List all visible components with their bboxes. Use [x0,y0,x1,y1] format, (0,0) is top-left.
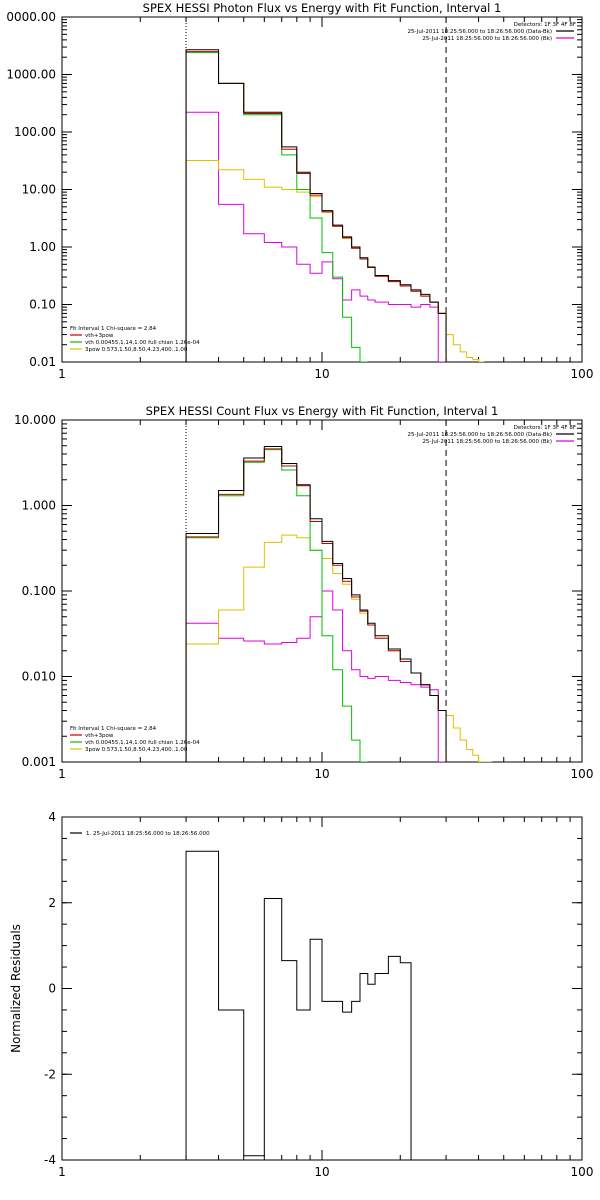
chart-panel-3: 1 10 100 -4 -2 0 2 4 Normalized Residuals 1. 25-J… [9,810,593,1179]
x-tick-label: 10 [314,367,329,381]
chart-panel-1: SPEX HESSI Photon Flux vs Energy with Fi… [6,1,593,381]
x-tick-label: 100 [571,367,594,381]
series-group [185,445,492,762]
x-tick-label: 1 [58,1165,66,1179]
legend-entry-text: 25-Jul-2011 18:25:56.000 to 18:26:56.000… [422,36,552,42]
chart-panel-2: SPEX HESSI Count Flux vs Energy with Fit… [14,404,593,781]
x-tick-label: 10 [314,1165,329,1179]
y-tick-label: 0.100 [22,584,56,598]
x-tick-label: 100 [571,767,594,781]
fit-legend-text: vth+3pow [85,333,114,339]
y-tick-label: 100.00 [14,125,56,139]
fit-legend-text: vth+3pow [85,733,114,739]
detectors-label: Detectors: 1F 3F 4F 8F [514,22,576,28]
y-tick-label: 1.000 [22,499,56,513]
y-tick-label: 10.00 [22,183,56,197]
series-3pow-line [185,159,485,362]
legend-entry-text: 25-Jul-2011 18:25:56.000 to 18:26:56.000… [422,439,552,445]
y-tick-label: 10.000 [14,413,56,427]
x-axis: 1 10 100 [58,817,593,1179]
fit-legend-text: vth 0.00455,1.14,1.00 full chian 1.26e-0… [85,740,200,746]
legend-entry-text: 25-Jul-2011 18:25:56.000 to 18:26:56.000… [408,432,553,438]
fit-legend-header: Fit Interval 1 Chi-square = 2.84 [70,726,157,732]
series-1-25-jul-2011-18-25-56-000-to-18-26-56-000-line [185,850,412,1160]
plot-frame [61,16,583,363]
y-tick-label: 1000.00 [6,68,56,82]
series-data-bk-line [185,445,447,762]
y-tick-label: 0.010 [22,670,56,684]
y-axis: 0.01 0.10 1.00 10.00 100.00 1000.00 0000.00 [6,10,582,369]
fit-legend-header: Fit Interval 1 Chi-square = 2.84 [70,326,157,332]
chart-title: SPEX HESSI Photon Flux vs Energy with Fi… [143,1,502,15]
legend-entry-text: 1. 25-Jul-2011 18:25:56.000 to 18:26:56.… [86,831,210,837]
x-tick-label: 1 [58,767,66,781]
y-tick-label: 0 [48,982,56,996]
x-tick-label: 100 [571,1165,594,1179]
y-tick-label: -4 [44,1153,56,1167]
y-axis: 0.001 0.010 0.100 1.000 10.000 [14,413,582,769]
y-tick-label: 0.01 [29,355,56,369]
series-bk-line [185,111,447,362]
y-tick-label: 4 [48,810,56,824]
detectors-label: Detectors: 1F 3F 4F 8F [514,425,576,431]
legend-entry-text: 25-Jul-2011 18:25:56.000 to 18:26:56.000… [408,29,553,35]
x-tick-label: 1 [58,367,66,381]
y-tick-label: -2 [44,1067,56,1081]
y-tick-label: 0.10 [29,298,56,312]
series-vth-line [185,52,368,362]
y-tick-label: 1.00 [29,240,56,254]
fit-legend-text: vth 0.00455,1.14,1.00 full chian 1.26e-0… [85,340,200,346]
chart-title: SPEX HESSI Count Flux vs Energy with Fit… [146,404,499,418]
series-group [185,49,485,362]
y-tick-label: 0.001 [22,755,56,769]
series-bk-line [185,590,447,762]
fit-legend-text: 3pow 0.573,1.50,8.50,4.23,400.,1.00 [85,347,188,353]
fit-legend-text: 3pow 0.573,1.50,8.50,4.23,400.,1.00 [85,747,188,753]
y-axis: -4 -2 0 2 4 [44,810,582,1167]
series-vth-3pow-line [185,51,447,362]
series-data-bk-line [185,49,447,362]
x-tick-label: 10 [314,767,329,781]
series-vth-line [185,449,368,762]
y-tick-label: 0000.00 [6,10,56,24]
x-axis: 1 10 100 [58,17,593,381]
y-tick-label: 2 [48,896,56,910]
y-axis-label: Normalized Residuals [9,924,23,1053]
series-group [185,850,412,1160]
